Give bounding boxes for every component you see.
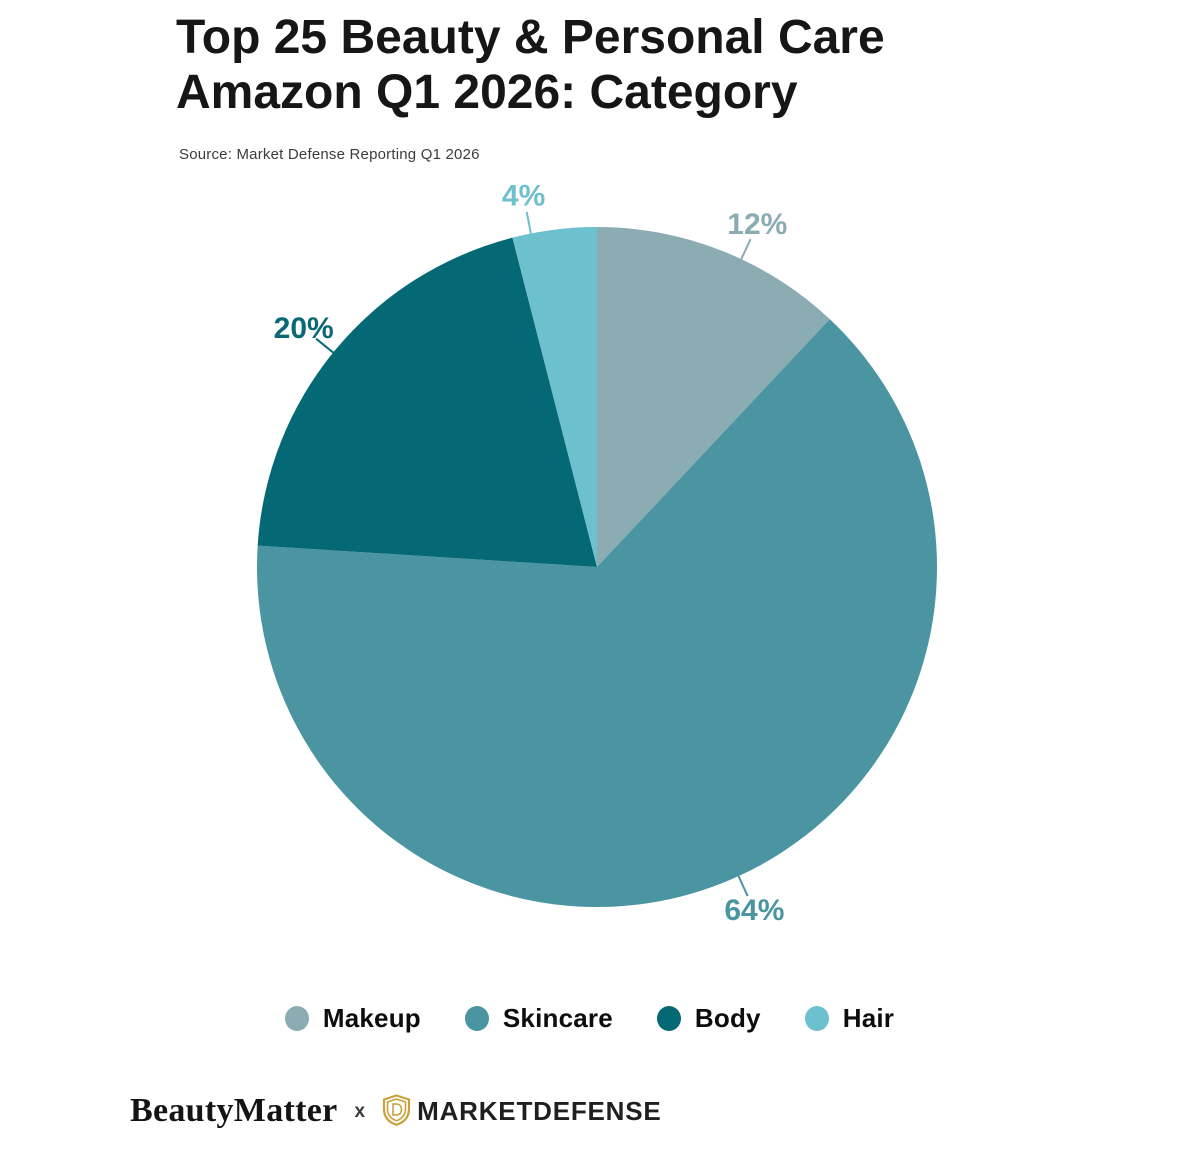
pie-slice-body: [257, 237, 597, 567]
legend-item-skincare: Skincare: [464, 1003, 613, 1034]
legend-label-skincare: Skincare: [502, 1003, 613, 1033]
pie-label-tick-body: [315, 337, 336, 355]
page-title-line2: Amazon Q1 2026: Category: [176, 66, 798, 119]
pie-label-tick-makeup: [739, 238, 752, 262]
chart-legend: Makeup Skincare Body Hair: [0, 1003, 1179, 1034]
pie-chart-container: 12% 64% 20% 4%: [177, 147, 1017, 987]
legend-label-hair: Hair: [842, 1003, 895, 1033]
legend-label-body: Body: [694, 1003, 761, 1033]
pie-label-tick-hair: [525, 211, 533, 236]
legend-item-body: Body: [656, 1003, 761, 1034]
legend-swatch-makeup: [284, 1006, 309, 1031]
pie-label-tick-skincare: [736, 873, 749, 897]
pie-slice-skincare: [256, 319, 937, 907]
page-title-line1: Top 25 Beauty & Personal Care: [176, 11, 885, 64]
x-separator: x: [354, 1101, 366, 1122]
pie-label-body: 20%: [274, 312, 334, 345]
pie-label-hair: 4%: [502, 180, 545, 213]
pie-slice-hair: [512, 227, 597, 567]
legend-item-makeup: Makeup: [284, 1003, 421, 1034]
legend-swatch-skincare: [464, 1006, 489, 1031]
shield-d-icon: [382, 1093, 411, 1131]
pie-chart: 12% 64% 20% 4%: [256, 180, 937, 927]
footer-brands: BeautyMatter x MARKETDEFENSE: [130, 1092, 662, 1130]
legend-item-hair: Hair: [804, 1003, 895, 1034]
page-title: Top 25 Beauty & Personal Care Amazon Q1 …: [176, 10, 885, 120]
pie-label-skincare: 64%: [724, 894, 784, 927]
beautymatter-logo: BeautyMatter: [130, 1092, 338, 1129]
pie-slice-makeup: [597, 227, 830, 567]
source-note: Source: Market Defense Reporting Q1 2026: [179, 146, 480, 163]
legend-label-makeup: Makeup: [322, 1003, 421, 1033]
marketdefense-logo: MARKETDEFENSE: [417, 1095, 662, 1126]
legend-swatch-body: [656, 1006, 681, 1031]
pie-label-makeup: 12%: [727, 208, 787, 241]
legend-swatch-hair: [804, 1006, 829, 1031]
